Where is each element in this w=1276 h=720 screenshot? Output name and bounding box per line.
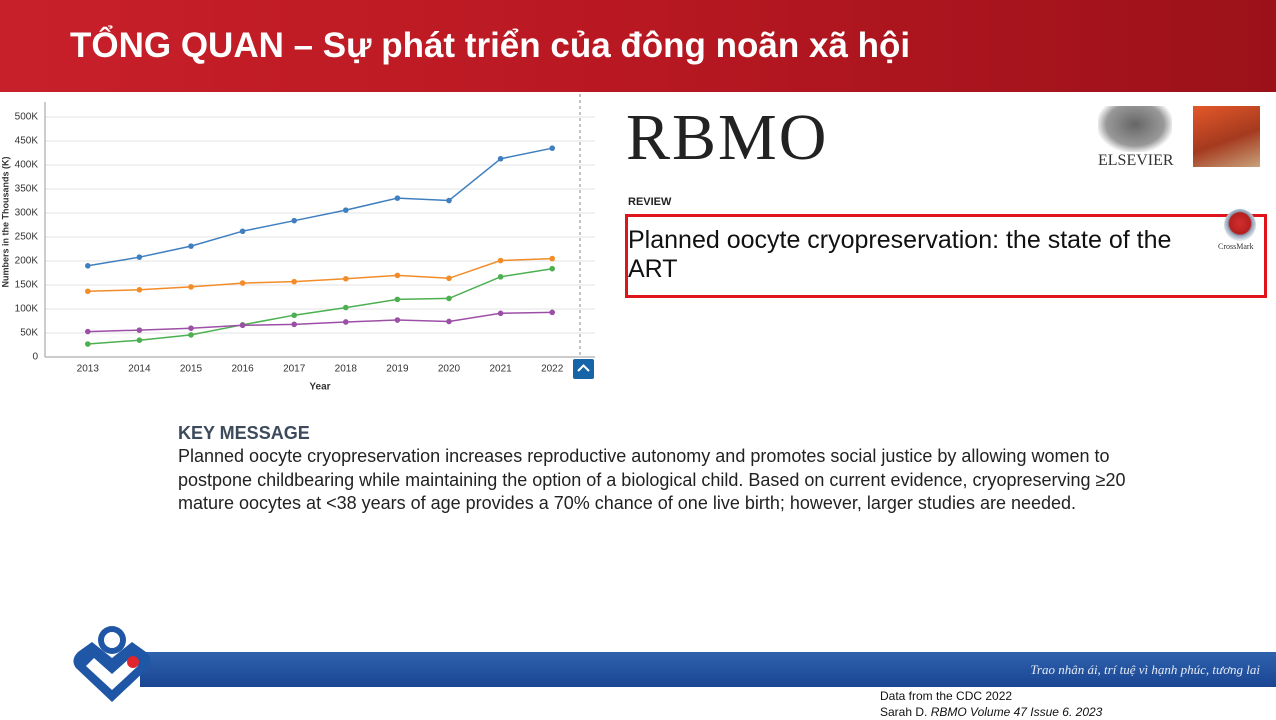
y-tick-label: 250K bbox=[15, 232, 39, 243]
data-point bbox=[239, 280, 246, 286]
data-point bbox=[497, 257, 504, 264]
data-point bbox=[291, 312, 298, 319]
data-point bbox=[136, 287, 143, 293]
series-line bbox=[87, 267, 553, 345]
data-point bbox=[291, 217, 298, 224]
data-point bbox=[343, 207, 349, 213]
data-point bbox=[497, 310, 504, 317]
header-band bbox=[0, 0, 1276, 92]
x-tick-label: 2019 bbox=[386, 364, 409, 375]
key-message-line: mature oocytes at <38 years of age provi… bbox=[178, 493, 1077, 513]
data-point bbox=[291, 278, 298, 285]
data-point bbox=[188, 243, 194, 249]
y-tick-label: 350K bbox=[15, 184, 39, 195]
data-point bbox=[136, 254, 143, 260]
series-line bbox=[87, 257, 553, 292]
chart-svg: Year Numbers in the Thousands (K) 0 50K 10… bbox=[0, 94, 595, 393]
data-point bbox=[239, 228, 246, 235]
data-point bbox=[446, 275, 452, 282]
citation: Sarah D. RBMO Volume 47 Issue 6. 2023 bbox=[880, 705, 1102, 719]
y-tick-label: 50K bbox=[20, 328, 38, 339]
key-message-line: postpone childbearing while maintaining … bbox=[178, 470, 1126, 490]
source-note: Data from the CDC 2022 bbox=[880, 689, 1013, 703]
y-tick-label: 500K bbox=[15, 112, 39, 123]
data-point bbox=[549, 255, 555, 262]
y-tick-label: 200K bbox=[15, 256, 39, 267]
footer-band bbox=[140, 652, 1276, 687]
highlight-box bbox=[625, 214, 1267, 298]
journal-logo: RBMO bbox=[626, 101, 829, 174]
data-point bbox=[446, 295, 452, 302]
key-message-line: Planned oocyte cryopreservation increase… bbox=[178, 446, 1110, 466]
x-tick-label: 2013 bbox=[77, 364, 100, 375]
article-title: Planned oocyte cryopreservation: the sta… bbox=[628, 226, 1172, 283]
logo-shape bbox=[104, 632, 120, 648]
organization-logo bbox=[73, 626, 151, 702]
y-tick-label: 450K bbox=[15, 136, 39, 147]
chart: Year Numbers in the Thousands (K) 0 50K 10… bbox=[0, 92, 610, 402]
data-point bbox=[188, 284, 194, 290]
data-point bbox=[497, 274, 504, 280]
logo-shape bbox=[86, 658, 138, 690]
data-point bbox=[291, 321, 298, 328]
logo-dot bbox=[127, 656, 139, 668]
x-tick-label: 2015 bbox=[180, 364, 203, 375]
x-tick-label: 2021 bbox=[489, 364, 512, 375]
x-tick-label: 2018 bbox=[335, 364, 358, 375]
chevron-icon bbox=[577, 364, 590, 372]
y-axis-label: Numbers in the Thousands (K) bbox=[0, 156, 10, 287]
y-tick-label: 150K bbox=[15, 280, 39, 291]
series-line bbox=[87, 311, 553, 333]
data-point bbox=[549, 265, 555, 272]
publisher-name: ELSEVIER bbox=[1098, 152, 1174, 169]
data-point bbox=[136, 327, 143, 333]
x-tick-label: 2020 bbox=[438, 364, 461, 375]
data-point bbox=[136, 337, 143, 343]
data-point bbox=[446, 318, 452, 325]
crossmark-label: CrossMark bbox=[1218, 242, 1254, 251]
data-point bbox=[394, 296, 401, 303]
data-point bbox=[239, 322, 246, 329]
x-axis-label: Year bbox=[309, 382, 330, 393]
citation-journal: RBMO Volume 47 Issue 6. 2023 bbox=[930, 705, 1103, 719]
data-point bbox=[188, 332, 194, 338]
data-point bbox=[85, 341, 91, 347]
data-point bbox=[549, 145, 555, 151]
data-point bbox=[394, 317, 401, 323]
data-point bbox=[549, 309, 555, 316]
publisher-emblem bbox=[1098, 106, 1172, 152]
data-point bbox=[188, 325, 194, 331]
key-message-heading: KEY MESSAGE bbox=[178, 423, 310, 443]
slide-title: TỔNG QUAN – Sự phát triển của đông noãn … bbox=[70, 26, 911, 65]
data-point bbox=[394, 272, 401, 279]
x-tick-label: 2016 bbox=[231, 364, 254, 375]
data-point bbox=[497, 155, 504, 162]
data-point bbox=[85, 263, 91, 269]
footer-motto: Trao nhân ái, trí tuệ vì hạnh phúc, tươn… bbox=[1030, 662, 1260, 677]
x-tick-label: 2017 bbox=[283, 364, 306, 375]
data-point bbox=[85, 288, 91, 295]
data-point bbox=[343, 319, 349, 325]
data-point bbox=[343, 304, 349, 311]
data-point bbox=[85, 328, 91, 335]
series-line bbox=[87, 147, 553, 267]
scroll-up-button[interactable] bbox=[573, 359, 594, 379]
article-section: REVIEW bbox=[628, 196, 672, 208]
y-tick-label: 400K bbox=[15, 160, 39, 171]
crossmark-icon[interactable] bbox=[1224, 209, 1256, 241]
data-point bbox=[343, 275, 349, 282]
journal-cover bbox=[1193, 106, 1260, 167]
data-point bbox=[394, 195, 401, 201]
y-tick-label: 300K bbox=[15, 208, 39, 219]
data-point bbox=[446, 197, 452, 204]
x-tick-label: 2014 bbox=[128, 364, 151, 375]
y-tick-label: 100K bbox=[15, 304, 39, 315]
x-tick-label: 2022 bbox=[541, 364, 564, 375]
y-tick-label: 0 bbox=[32, 352, 38, 363]
citation-author: Sarah D. bbox=[880, 705, 928, 719]
